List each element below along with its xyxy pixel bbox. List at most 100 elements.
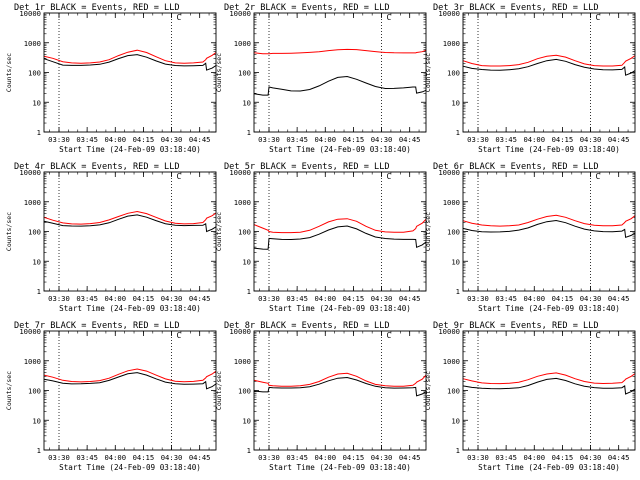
x-tick-label: 04:15 bbox=[552, 453, 574, 462]
x-tick-label: 04:00 bbox=[523, 453, 545, 462]
y-tick-label: 10 bbox=[451, 257, 460, 266]
x-tick-label: 04:45 bbox=[608, 453, 630, 462]
series-line-black bbox=[253, 225, 427, 250]
chart-panel-3: Det 3r BLACK = Events, RED = LLD Counts/s… bbox=[424, 3, 636, 154]
x-tick-label: 04:15 bbox=[133, 453, 155, 462]
y-tick-label: 10 bbox=[242, 98, 251, 107]
x-tick-label: 04:00 bbox=[523, 294, 545, 303]
series-line-red bbox=[462, 54, 636, 67]
chart-title: Det 8r BLACK = Events, RED = LLD bbox=[224, 321, 390, 331]
chart-title: Det 7r BLACK = Events, RED = LLD bbox=[14, 321, 180, 331]
x-tick-label: 03:45 bbox=[76, 135, 98, 144]
y-tick-label: 100 bbox=[447, 69, 460, 78]
y-tick-label: 10 bbox=[32, 98, 41, 107]
y-tick-label: 1000 bbox=[443, 39, 460, 48]
y-tick-label: 1000 bbox=[443, 357, 460, 366]
x-axis-label: Start Time (24-Feb-09 03:18:40) bbox=[269, 463, 411, 472]
x-tick-label: 04:00 bbox=[104, 453, 126, 462]
x-tick-label: 03:30 bbox=[467, 453, 489, 462]
x-tick-label: 04:45 bbox=[189, 135, 211, 144]
x-tick-label: 03:45 bbox=[76, 294, 98, 303]
x-tick-label: 04:30 bbox=[371, 135, 393, 144]
y-axis-label: Counts/sec bbox=[424, 371, 432, 410]
x-tick-label: 04:45 bbox=[608, 294, 630, 303]
x-tick-label: 04:30 bbox=[371, 453, 393, 462]
x-axis-label: Start Time (24-Feb-09 03:18:40) bbox=[478, 145, 620, 154]
y-axis-label: Counts/sec bbox=[424, 53, 432, 92]
series-line-black bbox=[43, 54, 217, 71]
x-tick-label: 03:45 bbox=[286, 294, 308, 303]
y-tick-label: 1000 bbox=[234, 39, 251, 48]
chart-panel-1: Det 1r BLACK = Events, RED = LLD Counts/s… bbox=[5, 3, 217, 154]
chart-title: Det 1r BLACK = Events, RED = LLD bbox=[14, 3, 180, 13]
y-tick-label: 10 bbox=[32, 416, 41, 425]
x-tick-label: 04:00 bbox=[314, 294, 336, 303]
series-line-black bbox=[253, 75, 427, 96]
x-tick-label: 03:30 bbox=[467, 294, 489, 303]
x-tick-label: 03:30 bbox=[258, 135, 280, 144]
plot-frame bbox=[462, 171, 636, 292]
plot-frame bbox=[253, 330, 427, 451]
series-line-red bbox=[43, 49, 217, 64]
y-tick-label: 10000 bbox=[19, 9, 41, 18]
x-tick-label: 04:15 bbox=[552, 135, 574, 144]
y-tick-label: 1 bbox=[37, 287, 41, 296]
y-tick-label: 10000 bbox=[229, 327, 251, 336]
chart-title: Det 5r BLACK = Events, RED = LLD bbox=[224, 162, 390, 172]
series-line-red bbox=[43, 368, 217, 383]
y-tick-label: 10000 bbox=[438, 327, 460, 336]
series-line-black bbox=[43, 372, 217, 390]
chart-panel-8: Det 8r BLACK = Events, RED = LLD Counts/s… bbox=[215, 321, 427, 472]
chart-title: Det 4r BLACK = Events, RED = LLD bbox=[14, 162, 180, 172]
y-tick-label: 10 bbox=[242, 416, 251, 425]
x-tick-label: 03:30 bbox=[48, 453, 70, 462]
y-tick-label: 100 bbox=[447, 387, 460, 396]
x-tick-label: 04:45 bbox=[189, 453, 211, 462]
y-tick-label: 10 bbox=[451, 98, 460, 107]
y-tick-label: 1 bbox=[247, 446, 251, 455]
series-line-black bbox=[462, 219, 636, 238]
x-tick-label: 04:00 bbox=[104, 294, 126, 303]
y-tick-label: 100 bbox=[238, 387, 251, 396]
y-tick-label: 1 bbox=[37, 446, 41, 455]
series-line-red bbox=[462, 372, 636, 385]
chart-panel-2: Det 2r BLACK = Events, RED = LLD Counts/s… bbox=[215, 3, 427, 154]
x-axis-label: Start Time (24-Feb-09 03:18:40) bbox=[59, 304, 201, 313]
y-tick-label: 10000 bbox=[438, 168, 460, 177]
x-tick-label: 04:15 bbox=[343, 135, 365, 144]
x-tick-label: 03:45 bbox=[495, 453, 517, 462]
y-tick-label: 10000 bbox=[229, 9, 251, 18]
x-tick-label: 04:30 bbox=[580, 453, 602, 462]
x-tick-label: 04:30 bbox=[580, 135, 602, 144]
chart-panel-6: Det 6r BLACK = Events, RED = LLD Counts/s… bbox=[424, 162, 636, 313]
plot-frame bbox=[43, 171, 217, 292]
chart-panel-9: Det 9r BLACK = Events, RED = LLD Counts/s… bbox=[424, 321, 636, 472]
x-tick-label: 04:30 bbox=[161, 453, 183, 462]
corner-marker: C bbox=[177, 13, 182, 22]
series-line-black bbox=[43, 214, 217, 233]
series-line-red bbox=[43, 210, 217, 225]
y-tick-label: 1000 bbox=[443, 198, 460, 207]
x-axis-label: Start Time (24-Feb-09 03:18:40) bbox=[478, 463, 620, 472]
x-axis-label: Start Time (24-Feb-09 03:18:40) bbox=[59, 145, 201, 154]
plot-frame bbox=[253, 12, 427, 133]
chart-title: Det 3r BLACK = Events, RED = LLD bbox=[433, 3, 599, 13]
corner-marker: C bbox=[596, 172, 601, 181]
corner-marker: C bbox=[177, 172, 182, 181]
x-tick-label: 03:30 bbox=[258, 453, 280, 462]
x-tick-label: 04:45 bbox=[608, 135, 630, 144]
y-tick-label: 1000 bbox=[234, 198, 251, 207]
x-tick-label: 04:00 bbox=[523, 135, 545, 144]
y-axis-label: Counts/sec bbox=[424, 212, 432, 251]
x-tick-label: 04:00 bbox=[314, 135, 336, 144]
x-tick-label: 04:15 bbox=[552, 294, 574, 303]
x-tick-label: 03:30 bbox=[467, 135, 489, 144]
x-tick-label: 03:45 bbox=[495, 294, 517, 303]
x-tick-label: 03:45 bbox=[286, 135, 308, 144]
plot-frame bbox=[462, 330, 636, 451]
y-tick-label: 1 bbox=[456, 446, 460, 455]
y-tick-label: 100 bbox=[447, 228, 460, 237]
chart-title: Det 9r BLACK = Events, RED = LLD bbox=[433, 321, 599, 331]
corner-marker: C bbox=[387, 331, 392, 340]
y-tick-label: 1000 bbox=[24, 39, 41, 48]
